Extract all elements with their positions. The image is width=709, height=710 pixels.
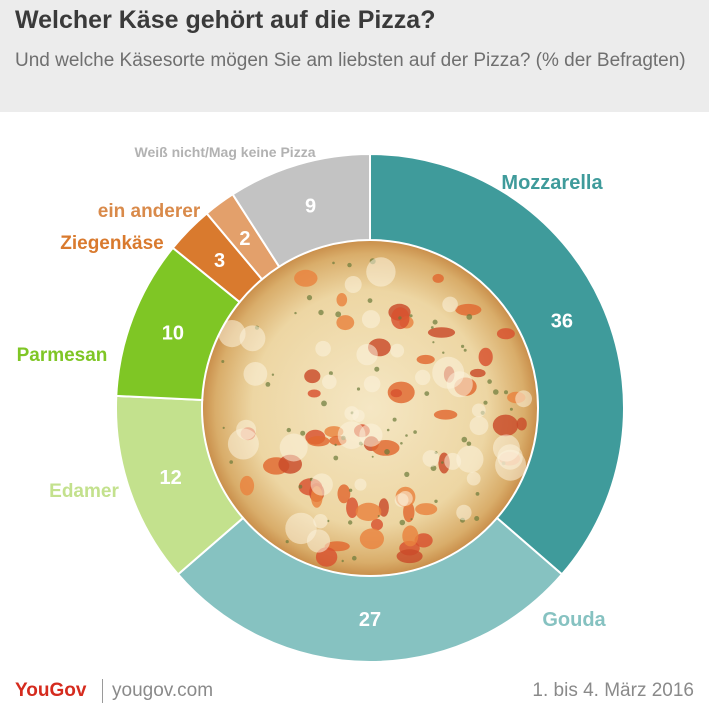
category-label-gouda: Gouda — [542, 609, 606, 631]
pizza-image — [202, 240, 538, 576]
value-label-ziegenkaese: 3 — [214, 250, 225, 272]
value-label-gouda: 27 — [359, 609, 381, 631]
category-label-ziegenkaese: Ziegenkäse — [60, 233, 164, 254]
pizza-toppings — [218, 257, 532, 567]
value-label-edamer: 12 — [159, 467, 181, 489]
footer-divider — [102, 679, 103, 703]
value-label-parmesan: 10 — [162, 323, 184, 345]
footer-date: 1. bis 4. März 2016 — [532, 680, 694, 701]
value-label-weiss-nicht-mag-keine-pizza: 9 — [305, 196, 316, 218]
value-label-ein-anderer: 2 — [239, 228, 250, 250]
yougov-logo: YouGov — [15, 680, 87, 701]
footer-site: yougov.com — [112, 680, 214, 701]
slice-weiss-nicht-mag-keine-pizza — [231, 152, 371, 269]
category-label-weiss-nicht-mag-keine-pizza: Weiß nicht/Mag keine Pizza — [134, 144, 315, 160]
slice-mozzarella — [369, 152, 625, 576]
chart-subtitle: Und welche Käsesorte mögen Sie am liebst… — [15, 50, 686, 71]
header: Welcher Käse gehört auf die Pizza? Und w… — [0, 0, 709, 112]
slice-gouda — [176, 516, 564, 663]
category-label-edamer: Edamer — [49, 481, 119, 502]
category-label-mozzarella: Mozzarella — [501, 172, 603, 194]
category-label-parmesan: Parmesan — [17, 345, 108, 366]
category-label-ein-anderer: ein anderer — [98, 201, 201, 222]
value-label-mozzarella: 36 — [551, 310, 573, 332]
chart-title: Welcher Käse gehört auf die Pizza? — [15, 6, 436, 34]
donut-chart: 36 Mozzarella 27 Gouda 12 Edamer 10 Parmesan 3 Zi… — [17, 144, 625, 663]
pizza-crust — [202, 240, 538, 576]
